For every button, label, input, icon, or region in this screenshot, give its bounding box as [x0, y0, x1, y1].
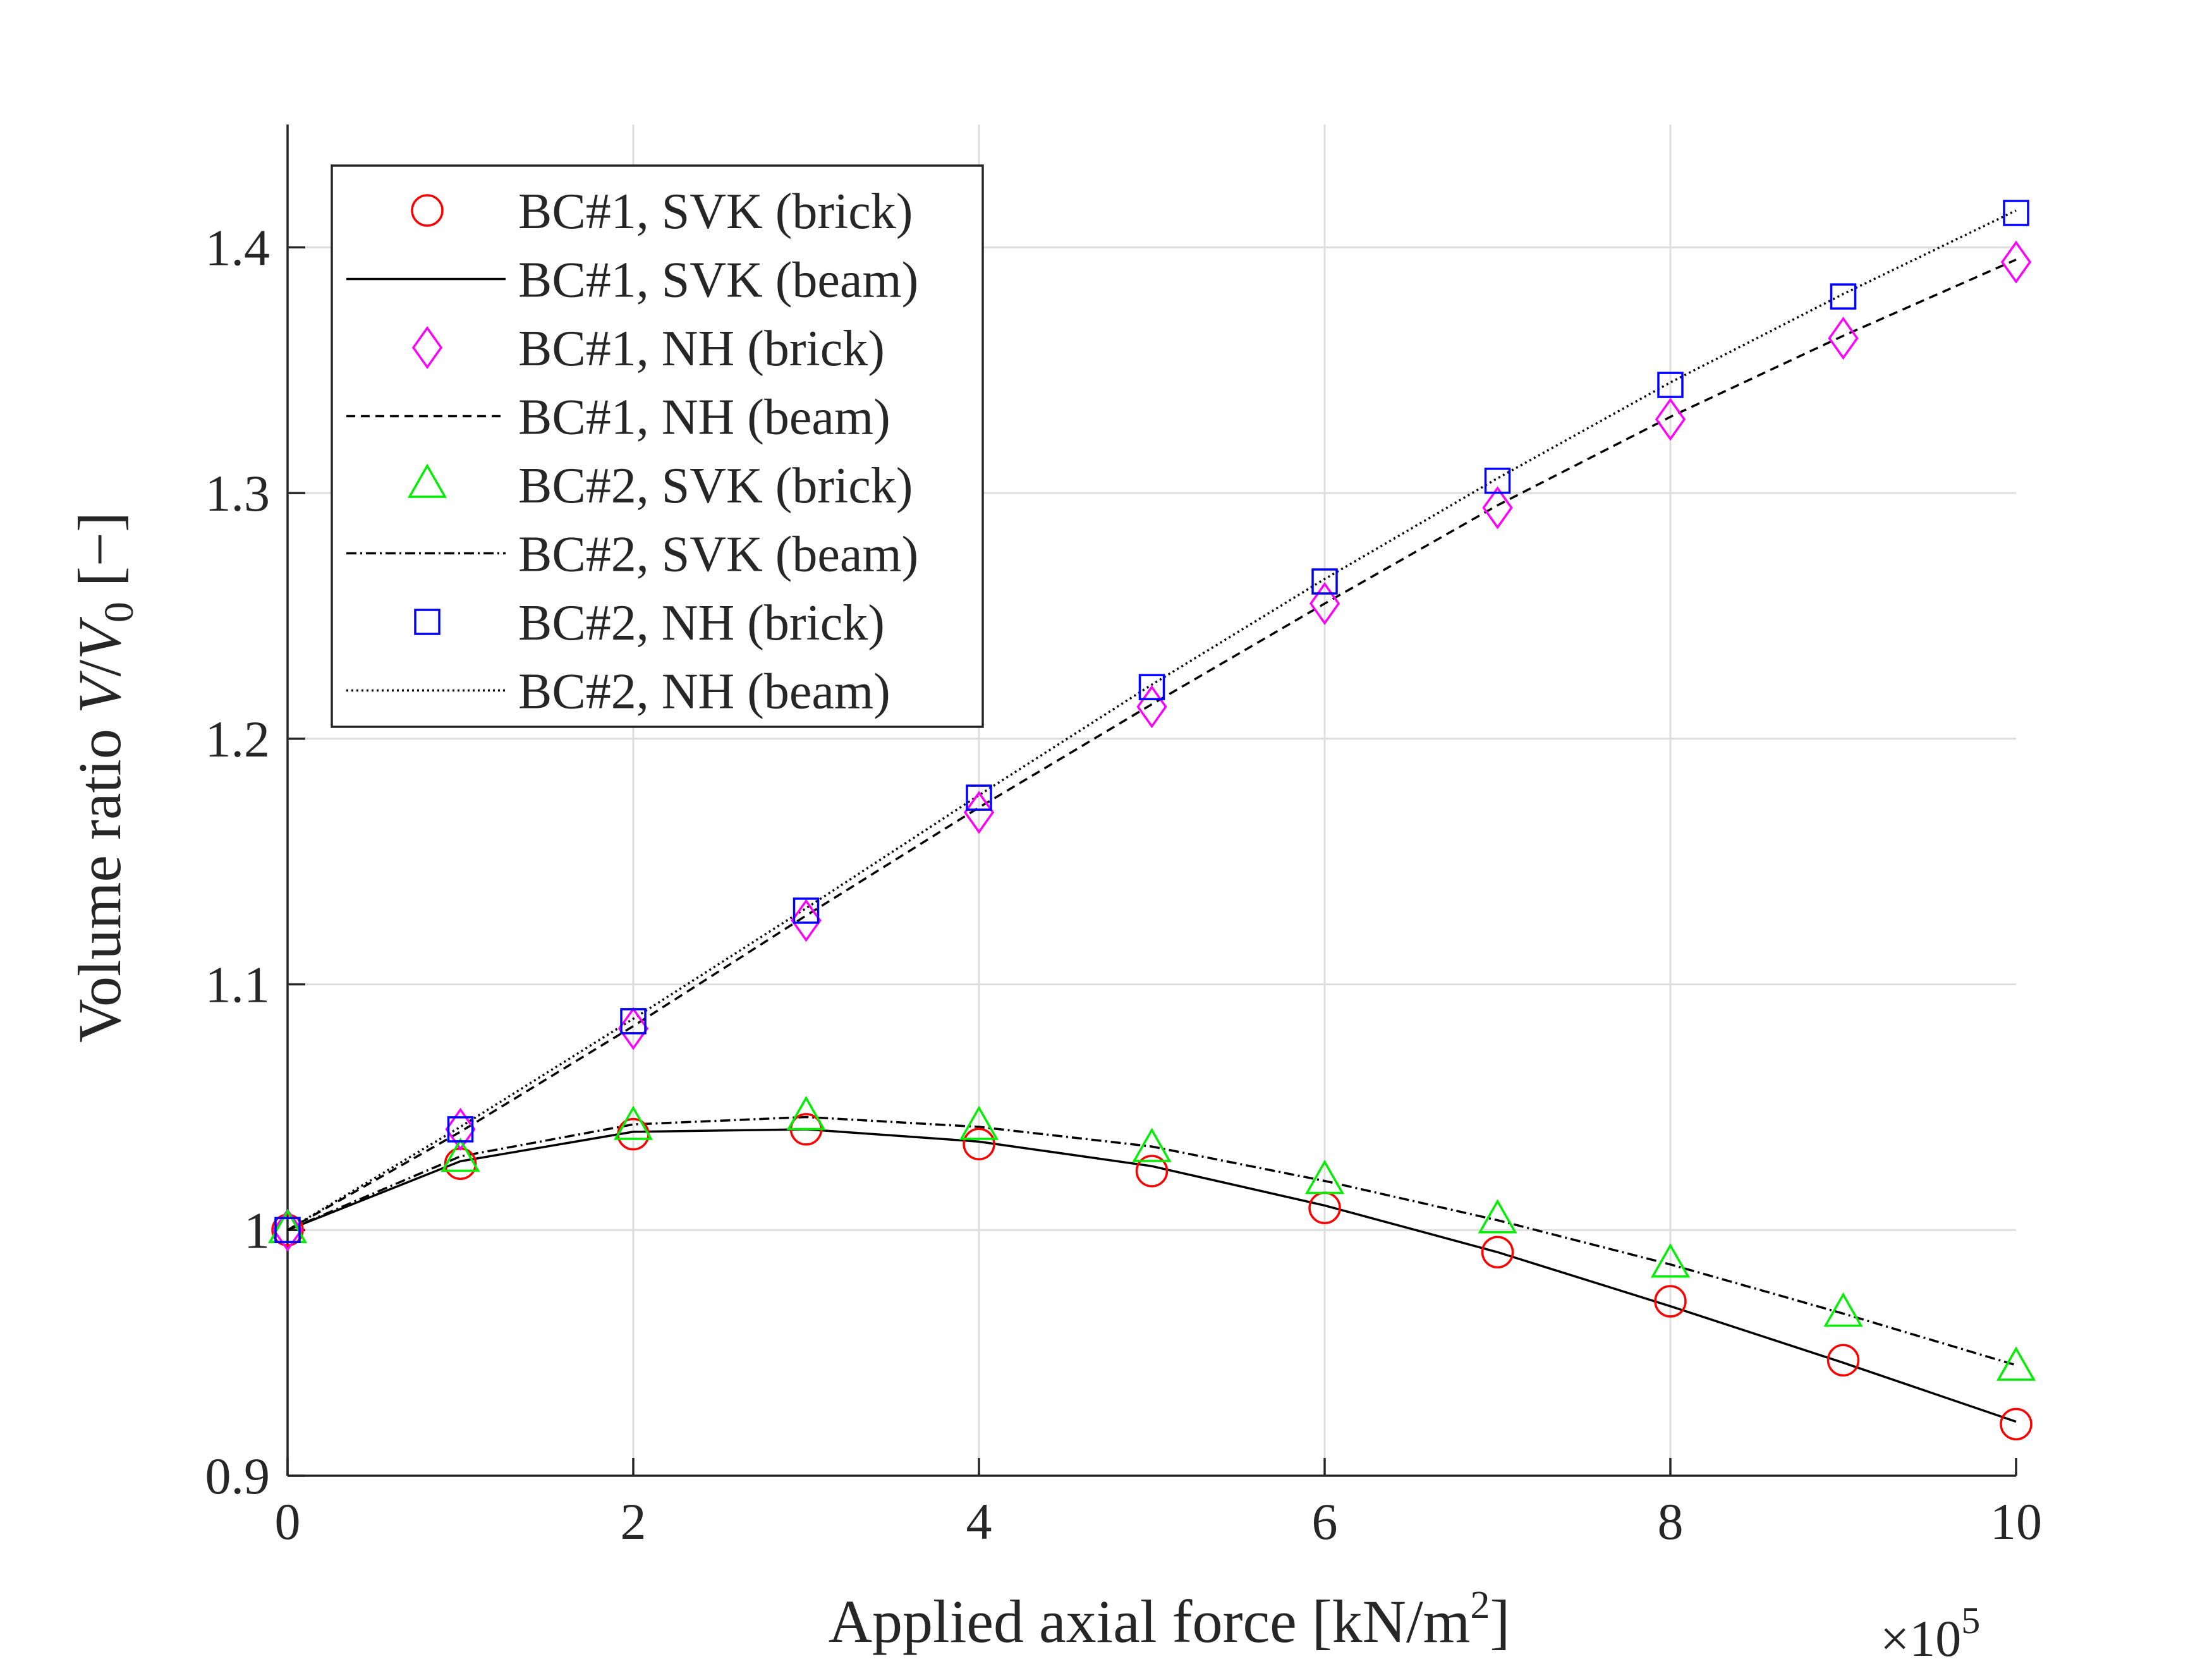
legend-label: BC#1, NH (beam): [518, 390, 890, 446]
data-point: [793, 897, 820, 924]
data-point: [1823, 1292, 1863, 1327]
data-point: [1828, 317, 1859, 360]
legend-symbol: [414, 609, 441, 635]
data-point: [966, 784, 992, 811]
data-point: [1135, 1155, 1169, 1188]
data-point: [1996, 1346, 2036, 1381]
legend-item: BC#1, NH (brick): [411, 321, 885, 377]
y-tick-label: 0.9: [205, 1447, 270, 1505]
y-tick-label: 1.2: [205, 710, 270, 768]
data-point: [1650, 1243, 1691, 1278]
data-point: [963, 1127, 995, 1160]
legend-label: BC#2, SVK (beam): [518, 527, 918, 583]
data-point: [620, 1008, 647, 1035]
data-point: [613, 1105, 653, 1140]
data-point: [1311, 568, 1338, 595]
series-markers-bc-1-nh-brick: [272, 240, 2032, 1252]
data-point: [1654, 1285, 1687, 1318]
series-markers-bc-2-svk-brick: [267, 1095, 2036, 1381]
x-tick-label: 4: [966, 1493, 992, 1550]
data-point: [1478, 1199, 1517, 1234]
data-point: [617, 1007, 649, 1050]
legend-label: BC#2, NH (brick): [518, 595, 885, 651]
data-point: [2003, 200, 2029, 226]
legend-item: BC#1, NH (beam): [346, 390, 890, 446]
x-multiplier: ×105: [1880, 1600, 1980, 1659]
series-line-bc-2-nh-beam: [287, 209, 2017, 1231]
x-tick-label: 8: [1658, 1493, 1684, 1550]
tick-labels: 0 2 4 6 8 10 0.9 1 1.1 1.2 1.3 1.4: [205, 219, 2043, 1550]
plot-series: [267, 200, 2036, 1441]
legend-symbol: [411, 325, 443, 370]
data-point: [786, 1095, 826, 1131]
data-point: [272, 1208, 303, 1252]
y-tick-label: 1.1: [205, 956, 270, 1014]
data-point: [441, 1138, 480, 1172]
legend-item: BC#2, NH (brick): [414, 595, 885, 651]
data-point: [447, 1116, 474, 1143]
y-axis-title: Volume ratio V/V0 [−]: [66, 512, 142, 1043]
legend-label: BC#1, SVK (brick): [518, 184, 913, 240]
y-tick-label: 1.3: [205, 465, 270, 522]
x-tick-label: 0: [275, 1493, 301, 1550]
data-point: [1132, 1127, 1172, 1162]
data-point: [1826, 1344, 1860, 1377]
legend-item: BC#2, SVK (brick): [407, 458, 913, 514]
legend-item: BC#1, SVK (brick): [411, 184, 913, 240]
y-tick-label: 1: [244, 1201, 270, 1259]
data-point: [1304, 1159, 1345, 1194]
legend: BC#1, SVK (brick) BC#1, SVK (beam) BC#1, N…: [331, 164, 984, 728]
data-point: [1138, 674, 1165, 700]
data-point: [959, 1105, 999, 1140]
legend-symbol: [407, 463, 447, 498]
data-point: [1309, 581, 1340, 626]
data-point: [1484, 467, 1511, 494]
legend-label: BC#1, NH (brick): [518, 321, 885, 377]
legend-label: BC#1, SVK (beam): [518, 253, 918, 308]
x-tick-label: 2: [621, 1493, 647, 1550]
series-line-bc-1-nh-beam: [287, 258, 2017, 1231]
series-markers-bc-2-nh-brick: [274, 200, 2029, 1244]
data-point: [963, 791, 995, 834]
data-point: [1481, 1236, 1514, 1269]
data-point: [445, 1107, 476, 1151]
data-point: [1136, 685, 1167, 729]
x-axis-title: Applied axial force [kN/m2]: [829, 1584, 1510, 1655]
series-line-bc-2-svk-beam: [287, 1115, 2017, 1366]
data-point: [2000, 240, 2032, 284]
legend-item: BC#2, NH (beam): [346, 664, 890, 720]
data-point: [274, 1217, 301, 1244]
data-point: [1830, 283, 1857, 310]
data-point: [2000, 1407, 2033, 1441]
y-tick-label: 1.4: [205, 219, 270, 276]
legend-label: BC#2, SVK (brick): [518, 458, 913, 514]
x-tick-label: 6: [1312, 1493, 1338, 1550]
x-tick-label: 10: [1990, 1493, 2042, 1550]
legend-label: BC#2, NH (beam): [518, 664, 890, 720]
legend-item: BC#1, SVK (beam): [346, 253, 918, 308]
data-point: [791, 899, 822, 942]
legend-symbol: [411, 194, 444, 227]
series-line-bc-1-svk-beam: [287, 1128, 2017, 1423]
data-point: [1482, 486, 1513, 530]
data-point: [1657, 372, 1684, 398]
data-point: [1655, 398, 1686, 441]
legend-item: BC#2, SVK (beam): [346, 527, 918, 583]
